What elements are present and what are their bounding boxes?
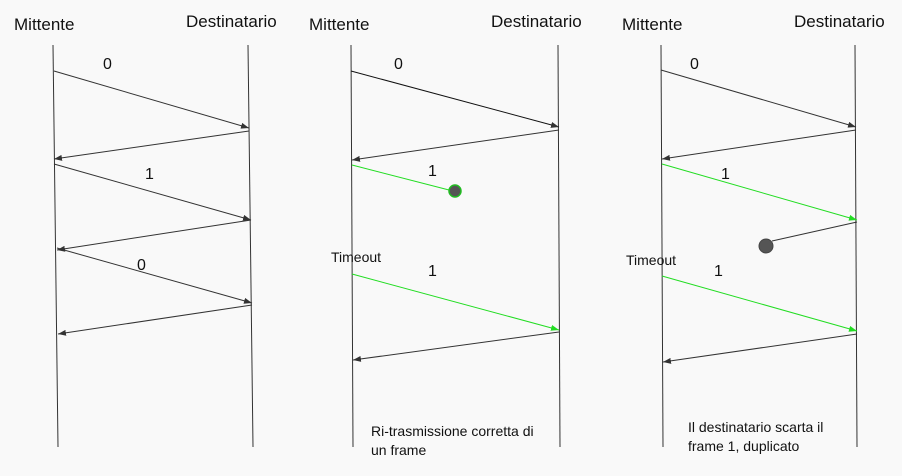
panel-3-frame-0-arrow xyxy=(660,69,857,128)
panel-1-ack-0-arrow xyxy=(53,130,250,161)
panel-2-frame-1-retransmit-arrow xyxy=(351,273,560,331)
panel-1-frame-0-arrow xyxy=(53,70,250,129)
panel-3-ack-0-arrow xyxy=(661,129,857,161)
panel-2-lost-frame-dot xyxy=(448,184,462,198)
panel-2-seq-label-0: 0 xyxy=(394,56,403,73)
panel-1-sender-label: Mittente xyxy=(14,15,75,34)
panel-1-ack-1-arrow xyxy=(56,219,252,252)
panel-3-sender-label: Mittente xyxy=(622,15,683,34)
panel-1-receiver-timeline xyxy=(247,44,254,448)
panel-2-sender-label: Mittente xyxy=(309,15,370,34)
panel-1-ack-0b-arrow xyxy=(57,304,253,336)
panel-3-receiver-label: Destinatario xyxy=(794,12,885,31)
panel-1-frame-0b-arrow xyxy=(56,247,253,304)
panel-3-ack-1b-arrow xyxy=(662,333,858,364)
panel-2-ack-1-arrow xyxy=(352,331,560,362)
panel-2-seq-label-1: 1 xyxy=(428,163,437,180)
panel-1-seq-label-0: 0 xyxy=(103,56,112,73)
panel-3-ack-1-lost-arrow xyxy=(771,221,858,242)
panel-1-frame-1-arrow xyxy=(53,163,252,221)
panel-3-sender-timeline xyxy=(660,44,664,448)
panel-2-frame-0-arrow xyxy=(350,70,560,128)
panel-3-seq-label-2: 1 xyxy=(714,263,723,280)
panel-3-frame-1-duplicate-arrow xyxy=(661,275,858,332)
panel-2-frame-1-lost-arrow xyxy=(351,164,450,191)
panel-3-seq-label-0: 0 xyxy=(690,56,699,73)
panel-2-caption: Ri-trasmissione corretta di un frame xyxy=(371,423,534,458)
panel-2-timeout-label: Timeout xyxy=(331,249,382,265)
panel-2-receiver-label: Destinatario xyxy=(491,12,582,31)
panel-1-seq-label-1: 1 xyxy=(145,166,154,183)
panel-3-receiver-timeline xyxy=(854,44,858,448)
panel-1-sender-timeline xyxy=(52,44,59,448)
panel-2 xyxy=(350,44,561,448)
panel-3-lost-ack-dot xyxy=(758,238,774,254)
panel-2-sender-timeline xyxy=(350,44,354,448)
panel-1-receiver-label: Destinatario xyxy=(186,12,277,31)
panel-3-frame-1-arrow xyxy=(661,163,858,221)
panel-3 xyxy=(660,44,858,448)
panel-2-receiver-timeline xyxy=(557,44,561,448)
panel-1 xyxy=(52,44,254,448)
panel-1-seq-label-2: 0 xyxy=(137,257,146,274)
panel-2-seq-label-2: 1 xyxy=(428,263,437,280)
panel-3-timeout-label: Timeout xyxy=(626,252,677,268)
panel-3-seq-label-1: 1 xyxy=(721,166,730,183)
panel-2-ack-0-arrow xyxy=(351,129,560,162)
panel-3-caption: Il destinatario scarta il frame 1, dupli… xyxy=(688,419,824,454)
